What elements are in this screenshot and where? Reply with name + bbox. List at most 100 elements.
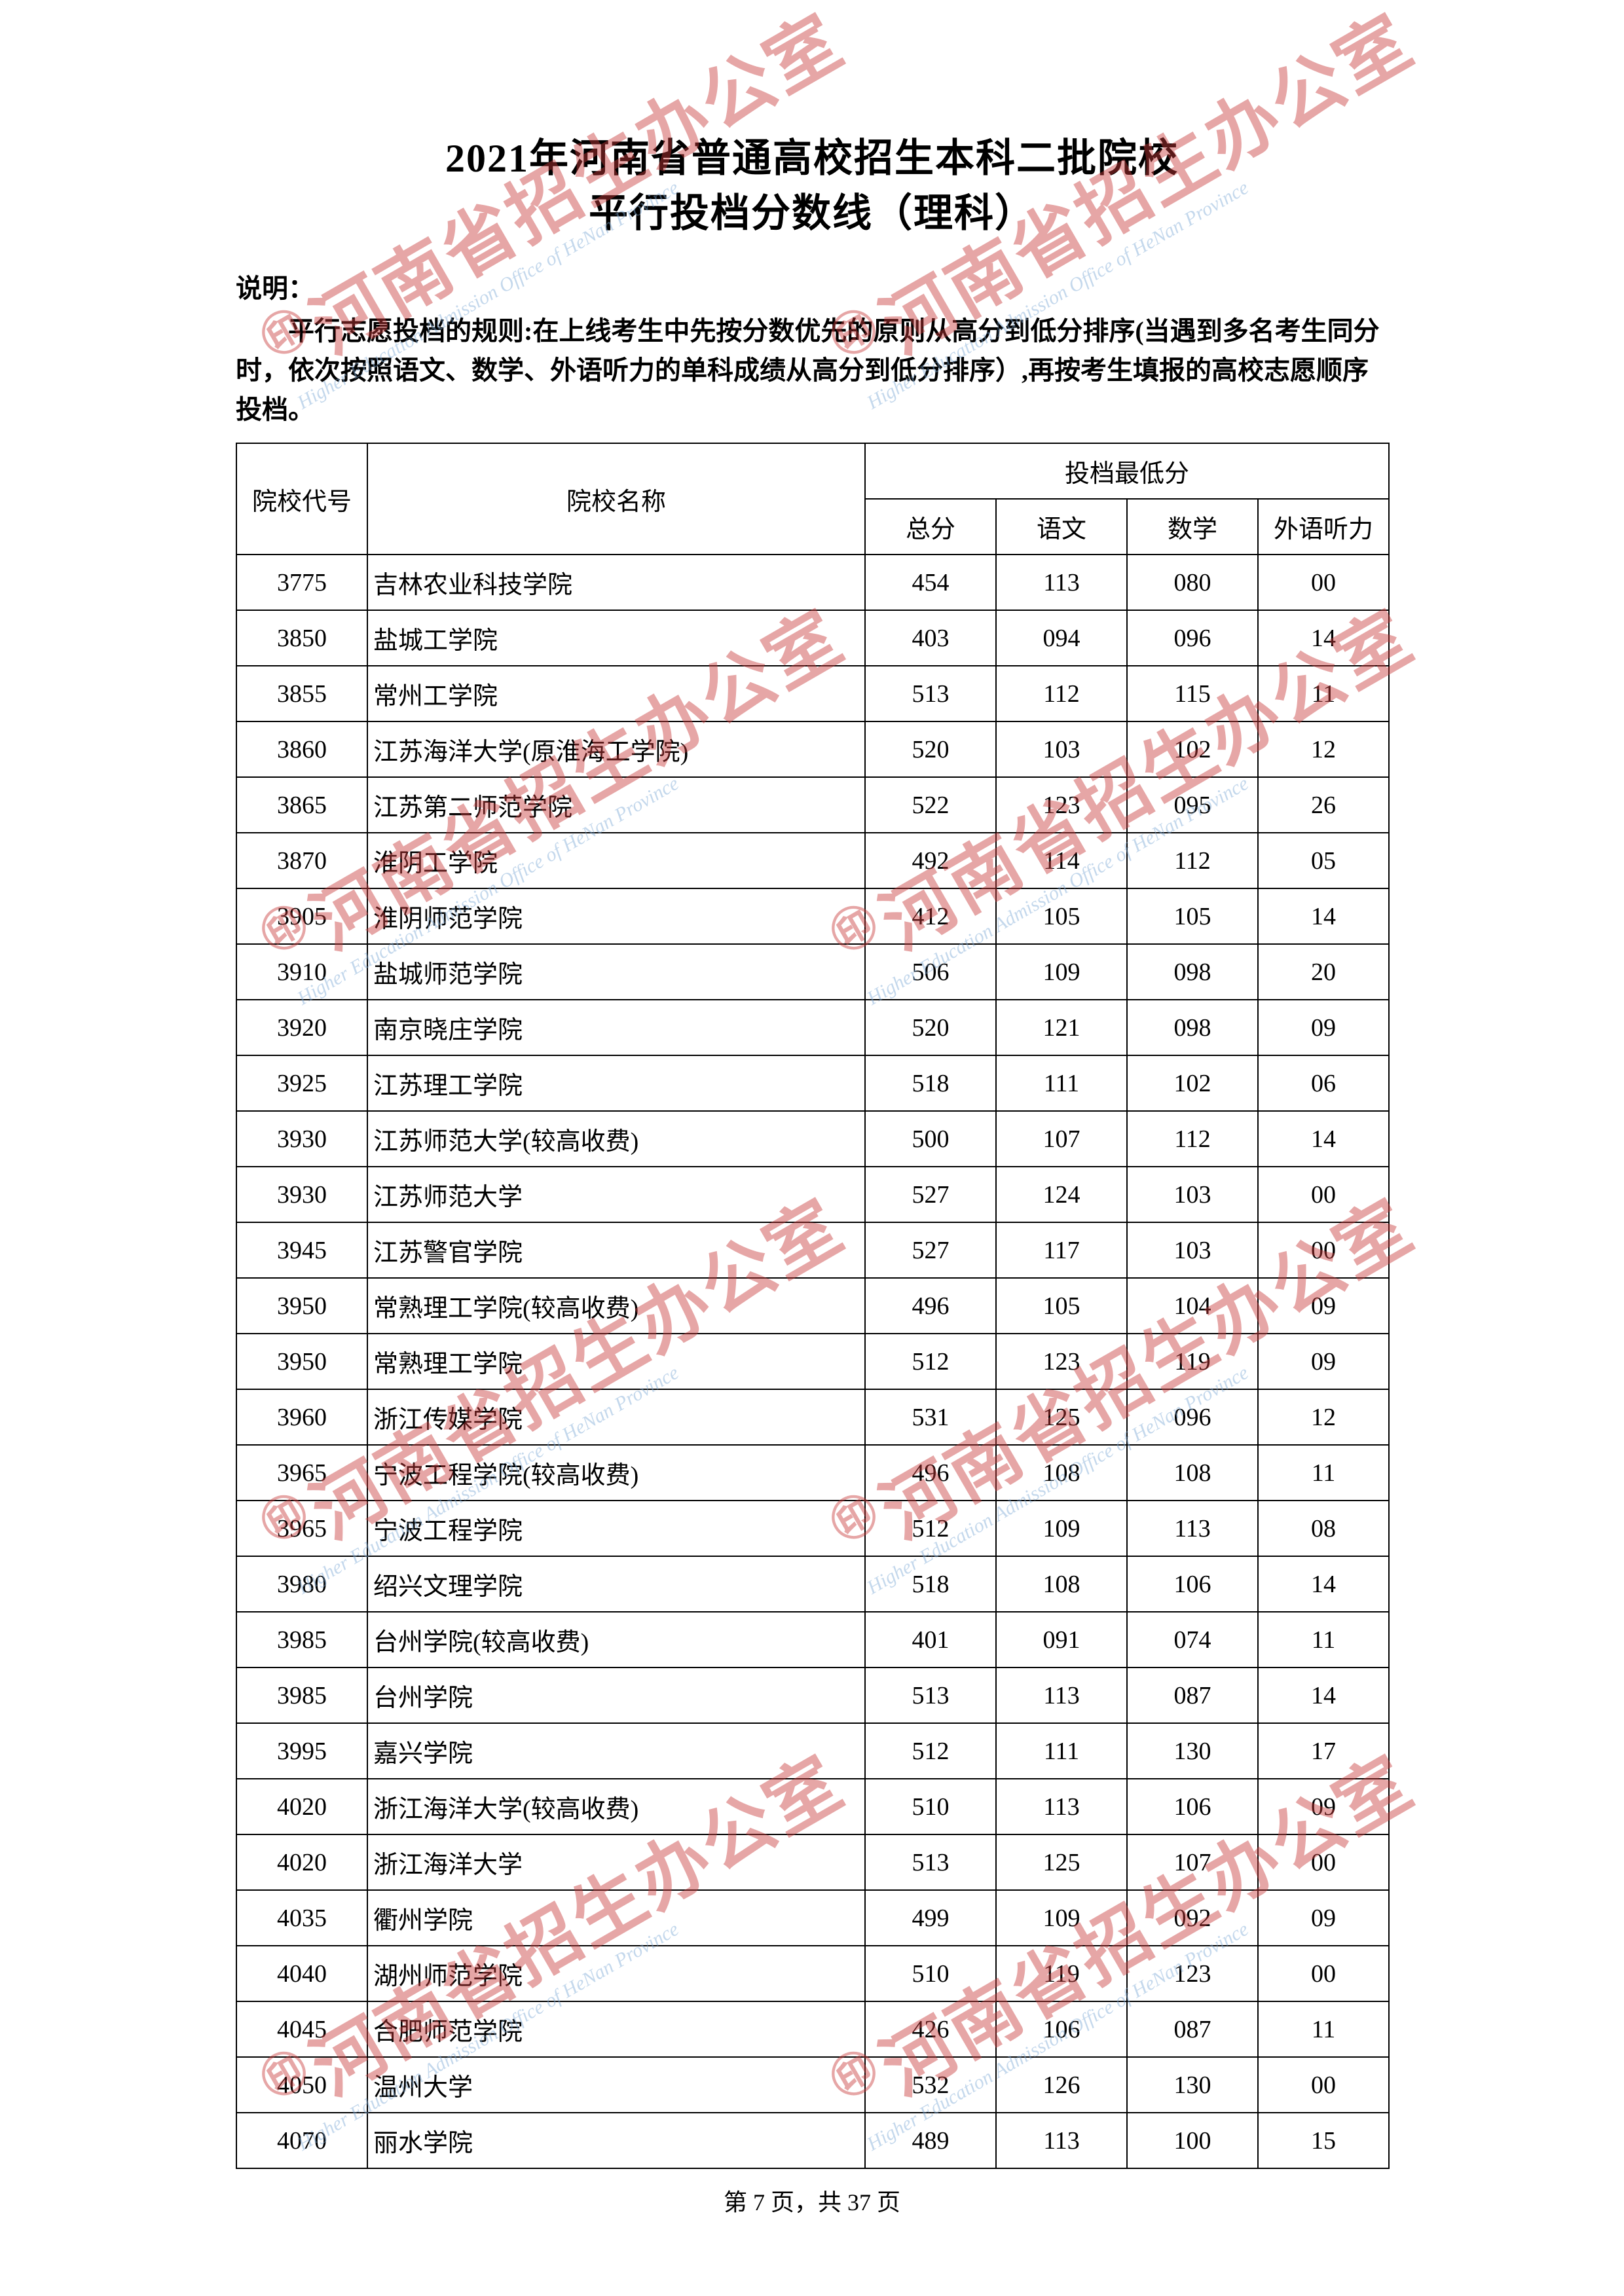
cell-total: 512 xyxy=(865,1723,996,1779)
table-head: 院校代号 院校名称 投档最低分 总分 语文 数学 外语听力 xyxy=(236,443,1389,555)
cell-chinese: 117 xyxy=(996,1222,1127,1278)
header-row-1: 院校代号 院校名称 投档最低分 xyxy=(236,443,1389,499)
page: 2021年河南省普通高校招生本科二批院校 平行投档分数线（理科） 说明： 平行志… xyxy=(0,0,1624,2296)
cell-listening: 14 xyxy=(1258,888,1389,944)
cell-math: 095 xyxy=(1127,777,1258,833)
cell-listening: 05 xyxy=(1258,833,1389,888)
cell-total: 532 xyxy=(865,2057,996,2113)
cell-total: 412 xyxy=(865,888,996,944)
table-row: 3980绍兴文理学院51810810614 xyxy=(236,1556,1389,1612)
cell-listening: 06 xyxy=(1258,1055,1389,1111)
cell-math: 096 xyxy=(1127,1389,1258,1445)
cell-listening: 08 xyxy=(1258,1501,1389,1556)
table-row: 3850盐城工学院40309409614 xyxy=(236,610,1389,666)
table-row: 3985台州学院(较高收费)40109107411 xyxy=(236,1612,1389,1667)
cell-code: 3930 xyxy=(236,1167,367,1222)
table-row: 3910盐城师范学院50610909820 xyxy=(236,944,1389,1000)
table-row: 3775吉林农业科技学院45411308000 xyxy=(236,555,1389,610)
table-row: 3965宁波工程学院51210911308 xyxy=(236,1501,1389,1556)
cell-chinese: 105 xyxy=(996,1278,1127,1334)
cell-code: 3995 xyxy=(236,1723,367,1779)
table-row: 4040湖州师范学院51011912300 xyxy=(236,1946,1389,2001)
cell-code: 4070 xyxy=(236,2113,367,2168)
th-code: 院校代号 xyxy=(236,443,367,555)
cell-chinese: 113 xyxy=(996,2113,1127,2168)
cell-math: 096 xyxy=(1127,610,1258,666)
cell-chinese: 107 xyxy=(996,1111,1127,1167)
cell-listening: 17 xyxy=(1258,1723,1389,1779)
table-row: 3950常熟理工学院(较高收费)49610510409 xyxy=(236,1278,1389,1334)
cell-code: 3945 xyxy=(236,1222,367,1278)
cell-code: 3855 xyxy=(236,666,367,721)
title-line-2: 平行投档分数线（理科） xyxy=(236,186,1388,241)
cell-math: 087 xyxy=(1127,2001,1258,2057)
table-row: 4045合肥师范学院42610608711 xyxy=(236,2001,1389,2057)
cell-code: 3920 xyxy=(236,1000,367,1055)
cell-total: 510 xyxy=(865,1779,996,1834)
cell-listening: 11 xyxy=(1258,1612,1389,1667)
cell-listening: 00 xyxy=(1258,1946,1389,2001)
cell-chinese: 111 xyxy=(996,1055,1127,1111)
cell-listening: 00 xyxy=(1258,555,1389,610)
table-row: 3920南京晓庄学院52012109809 xyxy=(236,1000,1389,1055)
cell-name: 浙江海洋大学(较高收费) xyxy=(367,1779,865,1834)
cell-code: 3980 xyxy=(236,1556,367,1612)
cell-total: 499 xyxy=(865,1890,996,1946)
cell-name: 江苏理工学院 xyxy=(367,1055,865,1111)
cell-chinese: 091 xyxy=(996,1612,1127,1667)
cell-listening: 11 xyxy=(1258,1445,1389,1501)
table-row: 3960浙江传媒学院53112509612 xyxy=(236,1389,1389,1445)
table-row: 4020浙江海洋大学51312510700 xyxy=(236,1834,1389,1890)
cell-chinese: 106 xyxy=(996,2001,1127,2057)
cell-name: 江苏第二师范学院 xyxy=(367,777,865,833)
table-row: 4050温州大学53212613000 xyxy=(236,2057,1389,2113)
th-chinese: 语文 xyxy=(996,499,1127,555)
cell-math: 103 xyxy=(1127,1167,1258,1222)
cell-name: 吉林农业科技学院 xyxy=(367,555,865,610)
th-total: 总分 xyxy=(865,499,996,555)
cell-code: 4020 xyxy=(236,1779,367,1834)
cell-name: 江苏师范大学 xyxy=(367,1167,865,1222)
cell-listening: 14 xyxy=(1258,610,1389,666)
cell-listening: 11 xyxy=(1258,666,1389,721)
cell-chinese: 119 xyxy=(996,1946,1127,2001)
table-row: 3860江苏海洋大学(原淮海工学院)52010310212 xyxy=(236,721,1389,777)
cell-listening: 11 xyxy=(1258,2001,1389,2057)
cell-chinese: 113 xyxy=(996,1779,1127,1834)
cell-total: 426 xyxy=(865,2001,996,2057)
table-row: 3870淮阴工学院49211411205 xyxy=(236,833,1389,888)
th-group: 投档最低分 xyxy=(865,443,1389,499)
cell-listening: 09 xyxy=(1258,1278,1389,1334)
table-row: 3905淮阴师范学院41210510514 xyxy=(236,888,1389,944)
cell-name: 宁波工程学院(较高收费) xyxy=(367,1445,865,1501)
cell-total: 520 xyxy=(865,1000,996,1055)
cell-code: 3950 xyxy=(236,1334,367,1389)
cell-chinese: 109 xyxy=(996,944,1127,1000)
table-row: 3995嘉兴学院51211113017 xyxy=(236,1723,1389,1779)
cell-total: 518 xyxy=(865,1556,996,1612)
cell-name: 常州工学院 xyxy=(367,666,865,721)
cell-name: 温州大学 xyxy=(367,2057,865,2113)
table-row: 3985台州学院51311308714 xyxy=(236,1667,1389,1723)
cell-chinese: 124 xyxy=(996,1167,1127,1222)
cell-math: 106 xyxy=(1127,1779,1258,1834)
cell-code: 3965 xyxy=(236,1445,367,1501)
cell-total: 510 xyxy=(865,1946,996,2001)
cell-listening: 09 xyxy=(1258,1000,1389,1055)
cell-code: 3965 xyxy=(236,1501,367,1556)
cell-total: 512 xyxy=(865,1334,996,1389)
cell-chinese: 126 xyxy=(996,2057,1127,2113)
cell-code: 3850 xyxy=(236,610,367,666)
cell-listening: 14 xyxy=(1258,1111,1389,1167)
cell-total: 454 xyxy=(865,555,996,610)
cell-listening: 09 xyxy=(1258,1334,1389,1389)
cell-listening: 14 xyxy=(1258,1667,1389,1723)
cell-math: 100 xyxy=(1127,2113,1258,2168)
cell-name: 淮阴工学院 xyxy=(367,833,865,888)
cell-chinese: 125 xyxy=(996,1834,1127,1890)
cell-code: 4035 xyxy=(236,1890,367,1946)
table-row: 3865江苏第二师范学院52212309526 xyxy=(236,777,1389,833)
table-row: 3930江苏师范大学(较高收费)50010711214 xyxy=(236,1111,1389,1167)
cell-chinese: 109 xyxy=(996,1501,1127,1556)
cell-math: 119 xyxy=(1127,1334,1258,1389)
